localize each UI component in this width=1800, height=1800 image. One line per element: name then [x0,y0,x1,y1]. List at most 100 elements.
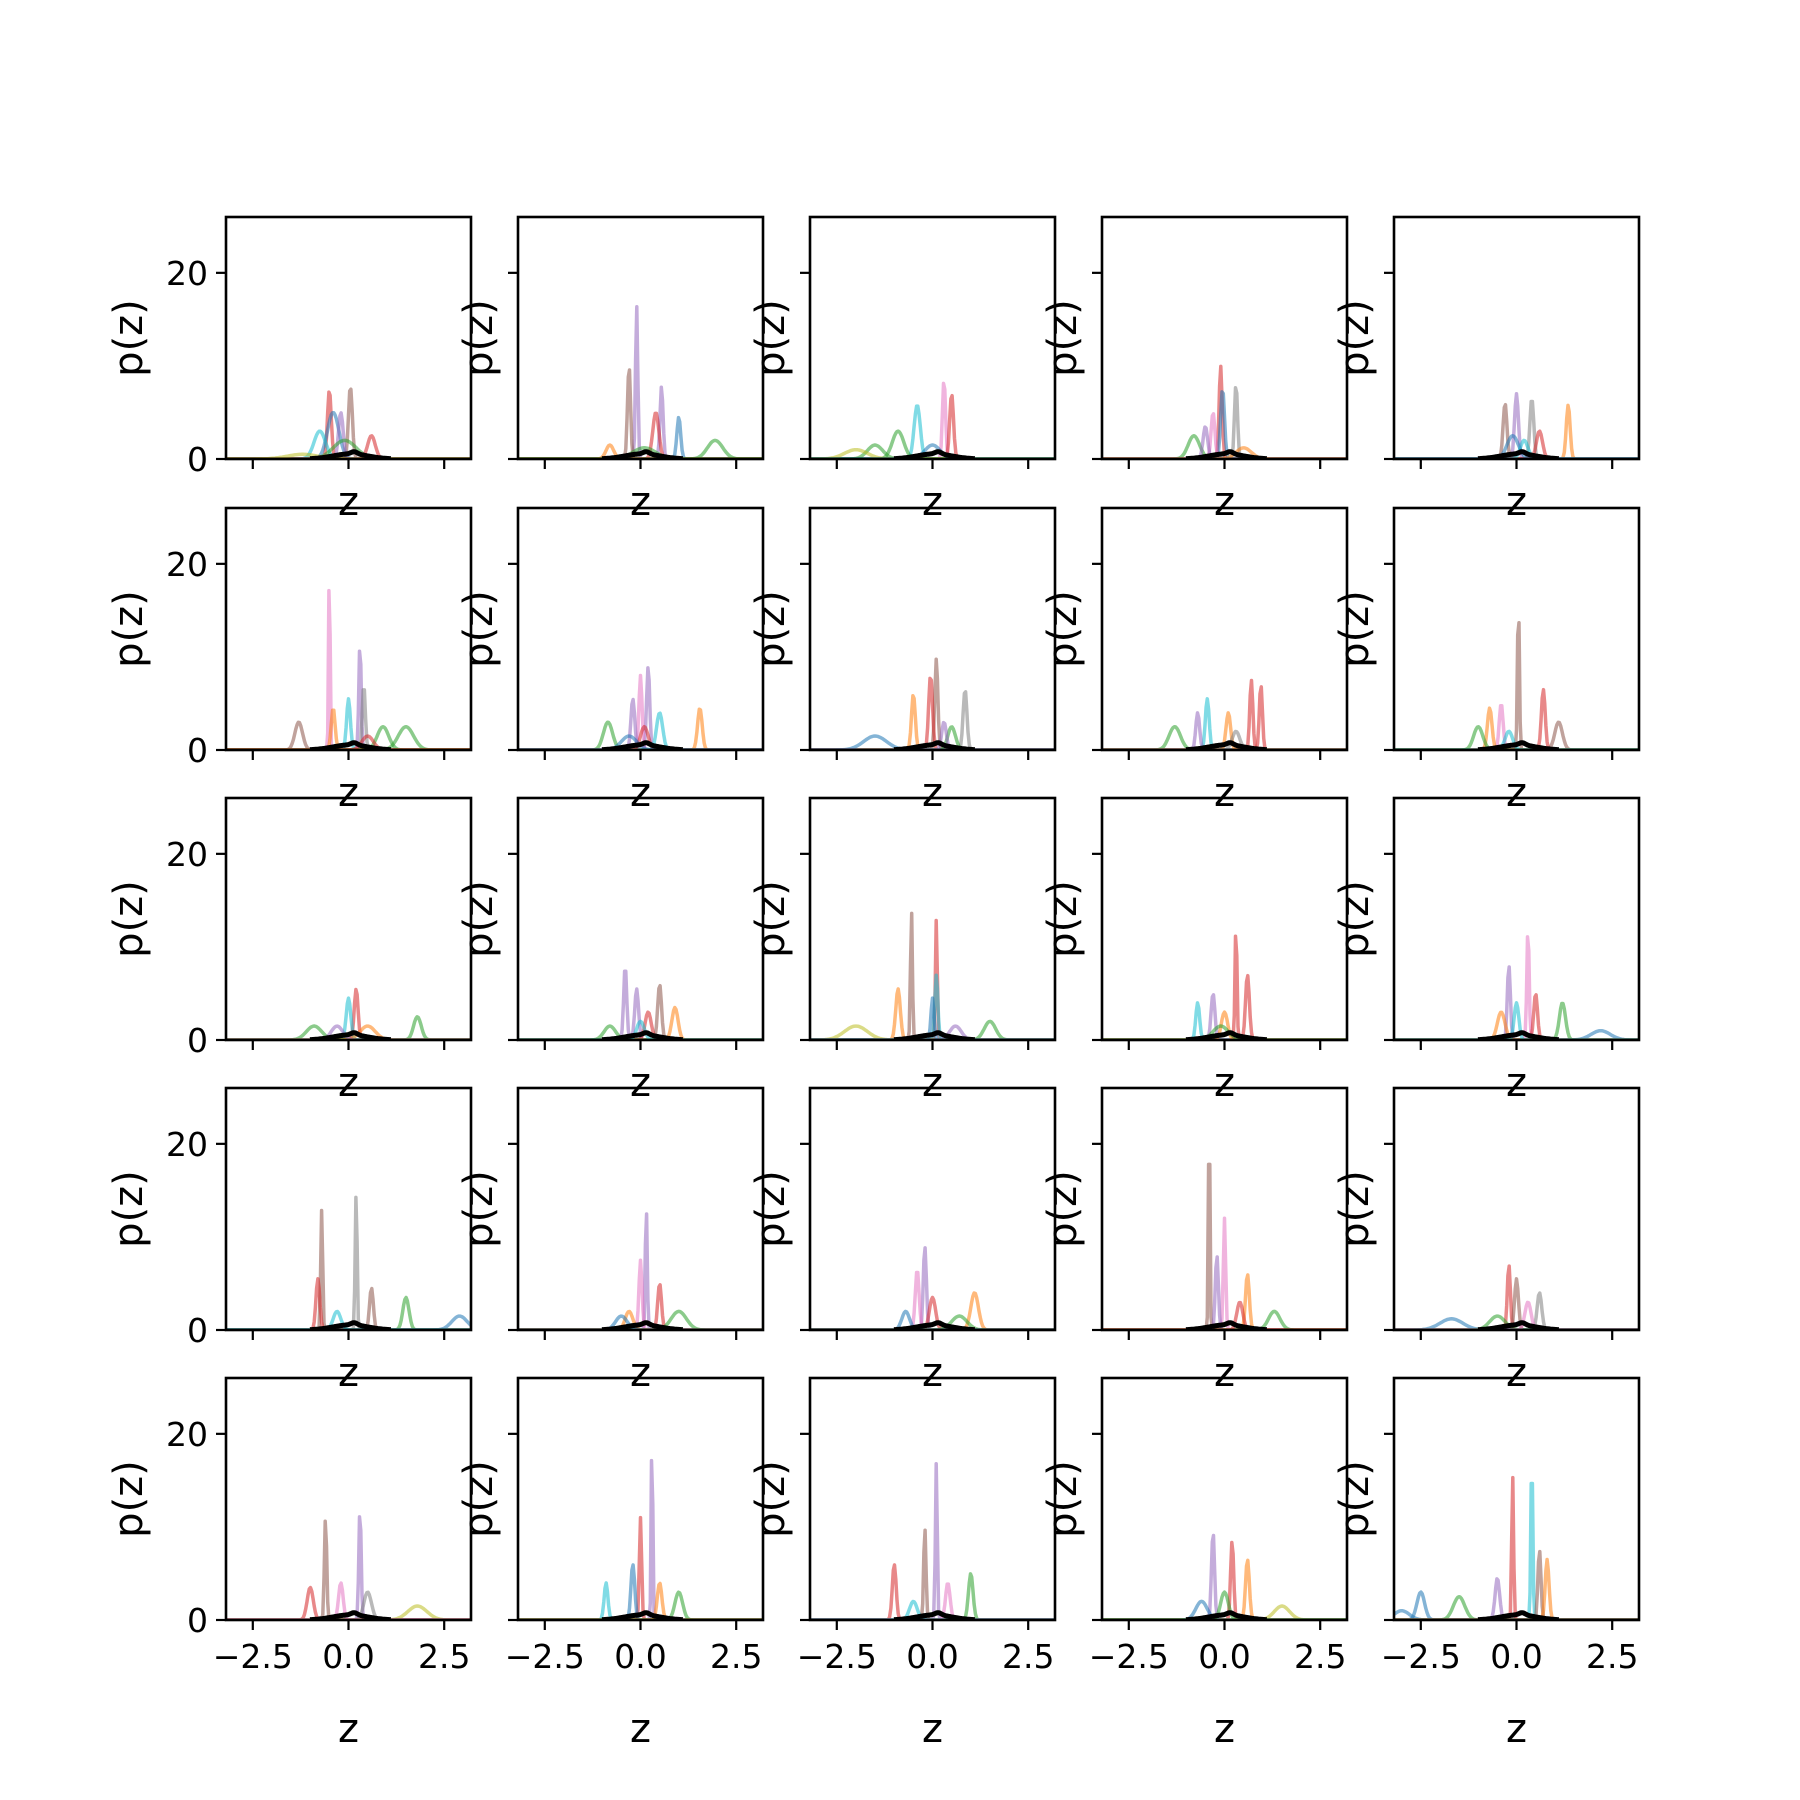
y-axis-label: p(z) [1332,1460,1378,1538]
y-axis-label: p(z) [748,880,794,958]
aggregate-curve [1185,449,1268,459]
y-tick-label: 20 [166,1415,208,1454]
aggregate-curve [893,740,976,750]
y-axis-label: p(z) [456,1460,502,1538]
density-curve [226,697,471,750]
density-curve [226,1024,471,1040]
density-curve [1394,1028,1639,1040]
x-tick-label: 0.0 [614,1637,666,1676]
y-axis-label: p(z) [748,1460,794,1538]
density-curve [1102,1590,1347,1620]
x-axis-label: z [338,1060,359,1106]
x-axis-label: z [338,479,359,525]
x-axis-label: z [1214,1350,1235,1396]
plot-area [810,657,1055,750]
plot-area [810,911,1055,1040]
x-tick-label: 2.5 [710,1637,762,1676]
subplot: z p(z) [748,506,1057,816]
density-curve [1102,1010,1347,1040]
y-axis-label: p(z) [1040,1460,1086,1538]
density-curve [1394,729,1639,750]
x-axis-label: z [338,1350,359,1396]
y-axis-label: p(z) [456,880,502,958]
y-axis-label: p(z) [748,1170,794,1248]
x-axis-label: z [922,479,943,525]
density-curve [1102,711,1347,750]
y-axis-label: p(z) [106,1170,152,1248]
subplot: z p(z) [1040,506,1349,816]
y-axis-label: p(z) [106,1460,152,1538]
subplot: z p(z) [1332,796,1641,1106]
subplot: z p(z) [1332,215,1641,525]
x-axis-label: z [630,479,651,525]
density-curve [810,447,1055,459]
x-tick-label: −2.5 [1381,1637,1461,1676]
x-tick-label: −2.5 [797,1637,877,1676]
y-axis-label: p(z) [1332,880,1378,958]
plot-area [518,666,763,750]
x-tick-label: −2.5 [213,1637,293,1676]
density-curve [1394,620,1639,750]
aggregate-curve [1477,1610,1560,1620]
subplot: z p(z) [1040,1086,1349,1396]
x-axis-label: z [630,770,651,816]
x-tick-label: 0.0 [906,1637,958,1676]
subplot: −2.5 0.0 2.5 z p(z) [748,1376,1057,1752]
x-tick-label: 2.5 [418,1637,470,1676]
y-axis-label: p(z) [1040,299,1086,377]
subplot: z p(z) [1040,215,1349,525]
density-curve [1102,390,1347,459]
y-tick-label: 0 [187,440,208,479]
y-tick-label: 20 [166,254,208,293]
x-axis-label: z [630,1706,651,1752]
aggregate-curve [601,449,684,459]
density-curve [226,387,471,459]
subplot: −2.5 0.0 2.5 0 20 z p(z) [106,1376,473,1752]
x-axis-label: z [1214,479,1235,525]
x-axis-label: z [1214,1060,1235,1106]
density-curve [1102,1216,1347,1330]
plot-area [1394,935,1639,1040]
x-axis-label: z [922,770,943,816]
subplot: z p(z) [456,215,765,525]
aggregate-curve [893,1610,976,1620]
x-tick-label: 0.0 [1490,1637,1542,1676]
subplot: z p(z) [1332,1086,1641,1396]
density-curve [1394,1317,1639,1330]
subplot: z p(z) [1040,796,1349,1106]
subplot: z p(z) [1332,506,1641,816]
density-curve [226,438,471,459]
density-curve [810,1024,1055,1040]
density-curve [518,1258,763,1330]
plot-area [1394,1475,1639,1620]
aggregate-curve [1477,1320,1560,1330]
x-axis-label: z [922,1350,943,1396]
y-tick-label: 0 [187,1601,208,1640]
x-axis-label: z [630,1350,651,1396]
x-axis-label: z [922,1060,943,1106]
aggregate-curve [601,1320,684,1330]
density-curve [1394,1001,1639,1040]
plot-area [1102,1162,1347,1330]
aggregate-curve [1185,740,1268,750]
aggregate-curve [309,449,392,459]
plot-area [1394,620,1639,750]
subplot-grid: 0 20 z p(z) z p(z) z p(z) z p(z) z p(z) 0 20 z p(z) z p(z… [106,215,1641,1752]
subplot: 0 20 z p(z) [106,796,473,1106]
density-curve [810,996,1055,1040]
density-curve [226,996,471,1040]
subplot: z p(z) [456,1086,765,1396]
aggregate-curve [601,740,684,750]
y-tick-label: 20 [166,1125,208,1164]
y-tick-label: 0 [187,731,208,770]
y-axis-label: p(z) [456,1170,502,1248]
density-curve [226,1604,471,1620]
x-axis-label: z [1506,479,1527,525]
aggregate-curve [1477,449,1560,459]
density-curve [518,673,763,750]
plot-area [1102,934,1347,1040]
x-tick-label: 0.0 [1198,1637,1250,1676]
y-axis-label: p(z) [1040,590,1086,668]
x-tick-label: −2.5 [505,1637,585,1676]
aggregate-curve [893,1320,976,1330]
